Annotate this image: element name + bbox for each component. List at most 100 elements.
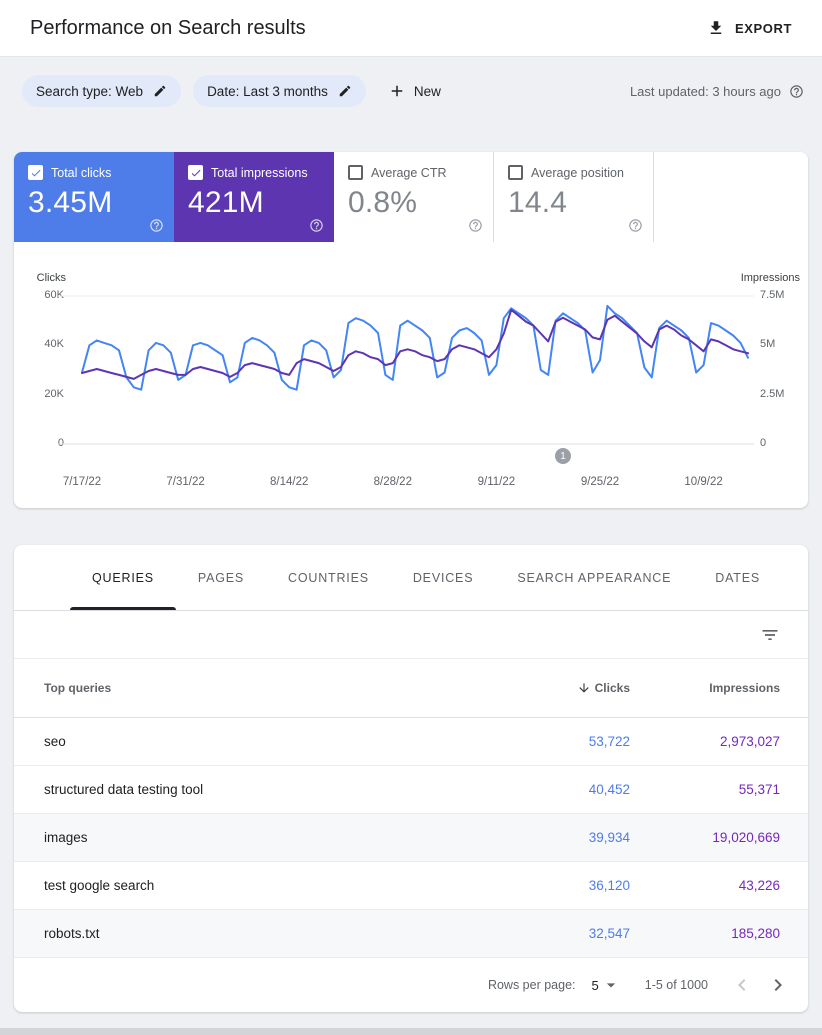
bottom-strip [0, 1028, 822, 1035]
total-clicks-checkbox-checked[interactable] [28, 165, 43, 180]
x-axis-label: 7/17/22 [62, 476, 102, 488]
performance-chart-card: Total clicks 3.45M Total impressions 421… [14, 152, 808, 508]
filter-list-icon[interactable] [758, 623, 782, 647]
page-range: 1-5 of 1000 [644, 978, 708, 992]
help-icon[interactable] [149, 218, 164, 233]
x-axis-label: 7/31/22 [166, 476, 205, 488]
clicks-cell: 40,452 [588, 782, 630, 797]
x-axis-label: 8/14/22 [270, 476, 309, 488]
clicks-cell: 32,547 [588, 926, 630, 941]
help-icon[interactable] [628, 218, 643, 233]
average-ctr-checkbox-unchecked[interactable] [348, 165, 363, 180]
dropdown-arrow-icon [601, 975, 621, 995]
time-series-chart[interactable]: Clicks Impressions 60K 40K 20K 0 7.5M 5M… [14, 270, 808, 500]
edit-pencil-icon [153, 84, 167, 98]
last-updated: Last updated: 3 hours ago [630, 84, 804, 99]
right-axis-title: Impressions [740, 272, 800, 284]
tab-dates[interactable]: DATES [693, 545, 782, 610]
metric-label: Average CTR [371, 165, 447, 180]
help-icon[interactable] [789, 84, 804, 99]
average-position-tile[interactable]: Average position 14.4 [494, 152, 654, 242]
impressions-cell: 2,973,027 [719, 734, 780, 749]
export-button[interactable]: EXPORT [707, 19, 792, 37]
x-axis-label: 8/28/22 [373, 476, 412, 488]
total-impressions-checkbox-checked[interactable] [188, 165, 203, 180]
axis-tick: 40K [44, 338, 64, 350]
dimension-tabs: QUERIES PAGES COUNTRIES DEVICES SEARCH A… [14, 545, 808, 611]
tab-countries[interactable]: COUNTRIES [266, 545, 391, 610]
search-type-chip[interactable]: Search type: Web [22, 75, 182, 107]
plus-icon [388, 82, 406, 100]
average-position-checkbox-unchecked[interactable] [508, 165, 523, 180]
axis-tick: 0 [57, 437, 64, 449]
left-axis-title: Clicks [36, 272, 66, 284]
previous-page-button[interactable] [730, 973, 754, 997]
x-axis-label: 9/25/22 [580, 476, 620, 488]
rows-per-page-value: 5 [591, 977, 599, 993]
next-page-button[interactable] [766, 973, 790, 997]
clicks-cell: 36,120 [588, 878, 630, 893]
tab-pages[interactable]: PAGES [176, 545, 266, 610]
axis-tick: 0 [760, 437, 767, 449]
x-axis-label: 9/11/22 [477, 476, 516, 488]
right-axis-ticks: 7.5M 5M 2.5M 0 [756, 270, 808, 500]
last-updated-text: Last updated: 3 hours ago [629, 83, 781, 99]
metric-label: Total clicks [51, 165, 112, 180]
average-ctr-tile[interactable]: Average CTR 0.8% [334, 152, 494, 242]
column-header-clicks[interactable]: Clicks [480, 681, 630, 695]
chart-annotation-badge[interactable]: 1 [555, 448, 571, 464]
column-header-top-queries: Top queries [44, 681, 112, 695]
metric-value: 421M [188, 186, 264, 219]
tab-devices[interactable]: DEVICES [391, 545, 495, 610]
query-cell: robots.txt [44, 926, 100, 941]
query-cell: structured data testing tool [44, 782, 204, 797]
total-impressions-tile[interactable]: Total impressions 421M [174, 152, 334, 242]
table-row[interactable]: structured data testing tool 40,452 55,3… [14, 766, 808, 814]
metrics-filler [654, 152, 808, 242]
metric-value: 14.4 [508, 186, 568, 219]
pagination-bar: Rows per page: 5 1-5 of 1000 [14, 958, 808, 1012]
rows-per-page-select[interactable]: 5 [592, 975, 621, 995]
help-icon[interactable] [468, 218, 483, 233]
search-type-chip-label: Search type: Web [36, 83, 144, 99]
axis-tick: 7.5M [760, 289, 785, 301]
table-row[interactable]: images 39,934 19,020,669 [14, 814, 808, 862]
axis-tick: 2.5M [760, 388, 785, 400]
dimensions-table-card: QUERIES PAGES COUNTRIES DEVICES SEARCH A… [14, 545, 808, 1012]
table-row[interactable]: test google search 36,120 43,226 [14, 862, 808, 910]
metric-tiles: Total clicks 3.45M Total impressions 421… [14, 152, 808, 242]
impressions-cell: 43,226 [738, 878, 780, 893]
impressions-cell: 185,280 [731, 926, 780, 941]
clicks-header-label: Clicks [594, 681, 630, 695]
chart-canvas[interactable] [14, 270, 808, 500]
date-range-chip[interactable]: Date: Last 3 months [193, 75, 366, 107]
metric-value: 3.45M [28, 186, 113, 219]
clicks-cell: 53,722 [588, 734, 630, 749]
left-axis-ticks: 60K 40K 20K 0 [14, 270, 66, 500]
download-icon [707, 19, 725, 37]
impressions-cell: 19,020,669 [712, 830, 780, 845]
clicks-cell: 39,934 [588, 830, 630, 845]
metric-label: Total impressions [211, 165, 308, 180]
edit-pencil-icon [338, 84, 352, 98]
table-rows: seo 53,722 2,973,027 structured data tes… [14, 718, 808, 958]
column-header-impressions: Impressions [709, 681, 780, 695]
axis-tick: 5M [760, 338, 776, 350]
new-filter-button[interactable]: New [380, 75, 449, 107]
tab-queries[interactable]: QUERIES [70, 545, 176, 610]
total-clicks-tile[interactable]: Total clicks 3.45M [14, 152, 174, 242]
impressions-cell: 55,371 [738, 782, 780, 797]
table-row[interactable]: seo 53,722 2,973,027 [14, 718, 808, 766]
axis-tick: 60K [44, 289, 64, 301]
table-filter-row [14, 611, 808, 659]
sort-descending-icon [577, 681, 591, 695]
new-filter-label: New [413, 83, 441, 99]
filters-row: Search type: Web Date: Last 3 months New… [0, 75, 822, 107]
help-icon[interactable] [309, 218, 324, 233]
metric-value: 0.8% [348, 186, 418, 219]
x-axis-label: 10/9/22 [684, 476, 723, 488]
tab-search-appearance[interactable]: SEARCH APPEARANCE [495, 545, 693, 610]
table-row[interactable]: robots.txt 32,547 185,280 [14, 910, 808, 958]
query-cell: seo [44, 734, 66, 749]
export-label: EXPORT [734, 20, 792, 36]
